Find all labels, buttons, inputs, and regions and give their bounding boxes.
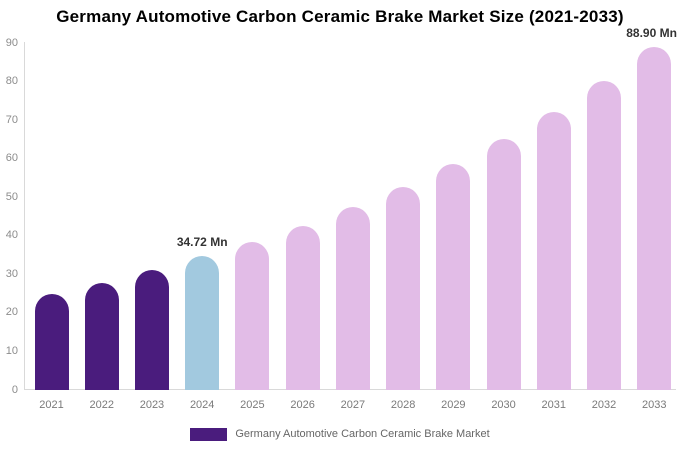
legend-swatch [190,427,228,441]
bar-2026[interactable] [285,225,320,390]
x-tick-label-2029: 2029 [441,399,466,411]
chart-title: Germany Automotive Carbon Ceramic Brake … [56,7,624,26]
value-label-2033: 88.90 Mn [626,26,677,41]
bar-2031[interactable] [536,111,571,390]
y-tick-label: 0 [11,383,18,396]
y-tick-label: 90 [5,36,18,49]
x-tick-label-2030: 2030 [491,399,516,411]
y-tick-label: 30 [5,267,18,280]
bar-2028[interactable] [386,186,421,390]
legend[interactable]: Germany Automotive Carbon Ceramic Brake … [0,427,680,441]
x-tick-label-2028: 2028 [390,399,416,411]
bar-2033[interactable] [637,47,672,390]
y-tick-label: 80 [5,75,18,88]
x-tick-label-2025: 2025 [240,399,265,411]
bar-2024[interactable] [185,256,220,390]
bar-2027[interactable] [335,207,370,390]
x-tick-label-2033: 2033 [642,399,667,411]
x-tick-label-2021: 2021 [39,399,64,411]
x-tick-label-2031: 2031 [541,399,567,411]
value-label-2024: 34.72 Mn [176,235,228,250]
y-tick-label: 70 [5,113,18,126]
y-tick-label: 20 [5,306,18,319]
y-tick-label: 40 [5,229,18,242]
x-tick-label-2024: 2024 [189,399,215,411]
bar-2022[interactable] [84,282,119,390]
bar-2030[interactable] [486,139,521,390]
bar-2032[interactable] [587,81,622,390]
x-tick-label-2022: 2022 [89,399,114,411]
y-tick-label: 60 [5,152,18,165]
x-tick-label-2032: 2032 [591,399,617,411]
bar-2021[interactable] [34,293,69,390]
bar-2023[interactable] [134,270,169,390]
bar-2029[interactable] [436,164,471,390]
y-tick-label: 10 [5,344,18,357]
bar-2025[interactable] [235,241,270,390]
y-tick-label: 50 [5,190,18,203]
y-axis-line [24,42,25,390]
legend-label: Germany Automotive Carbon Ceramic Brake … [235,428,490,440]
x-tick-label-2027: 2027 [340,399,366,411]
x-tick-label-2026: 2026 [290,399,315,411]
x-tick-label-2023: 2023 [139,399,165,411]
